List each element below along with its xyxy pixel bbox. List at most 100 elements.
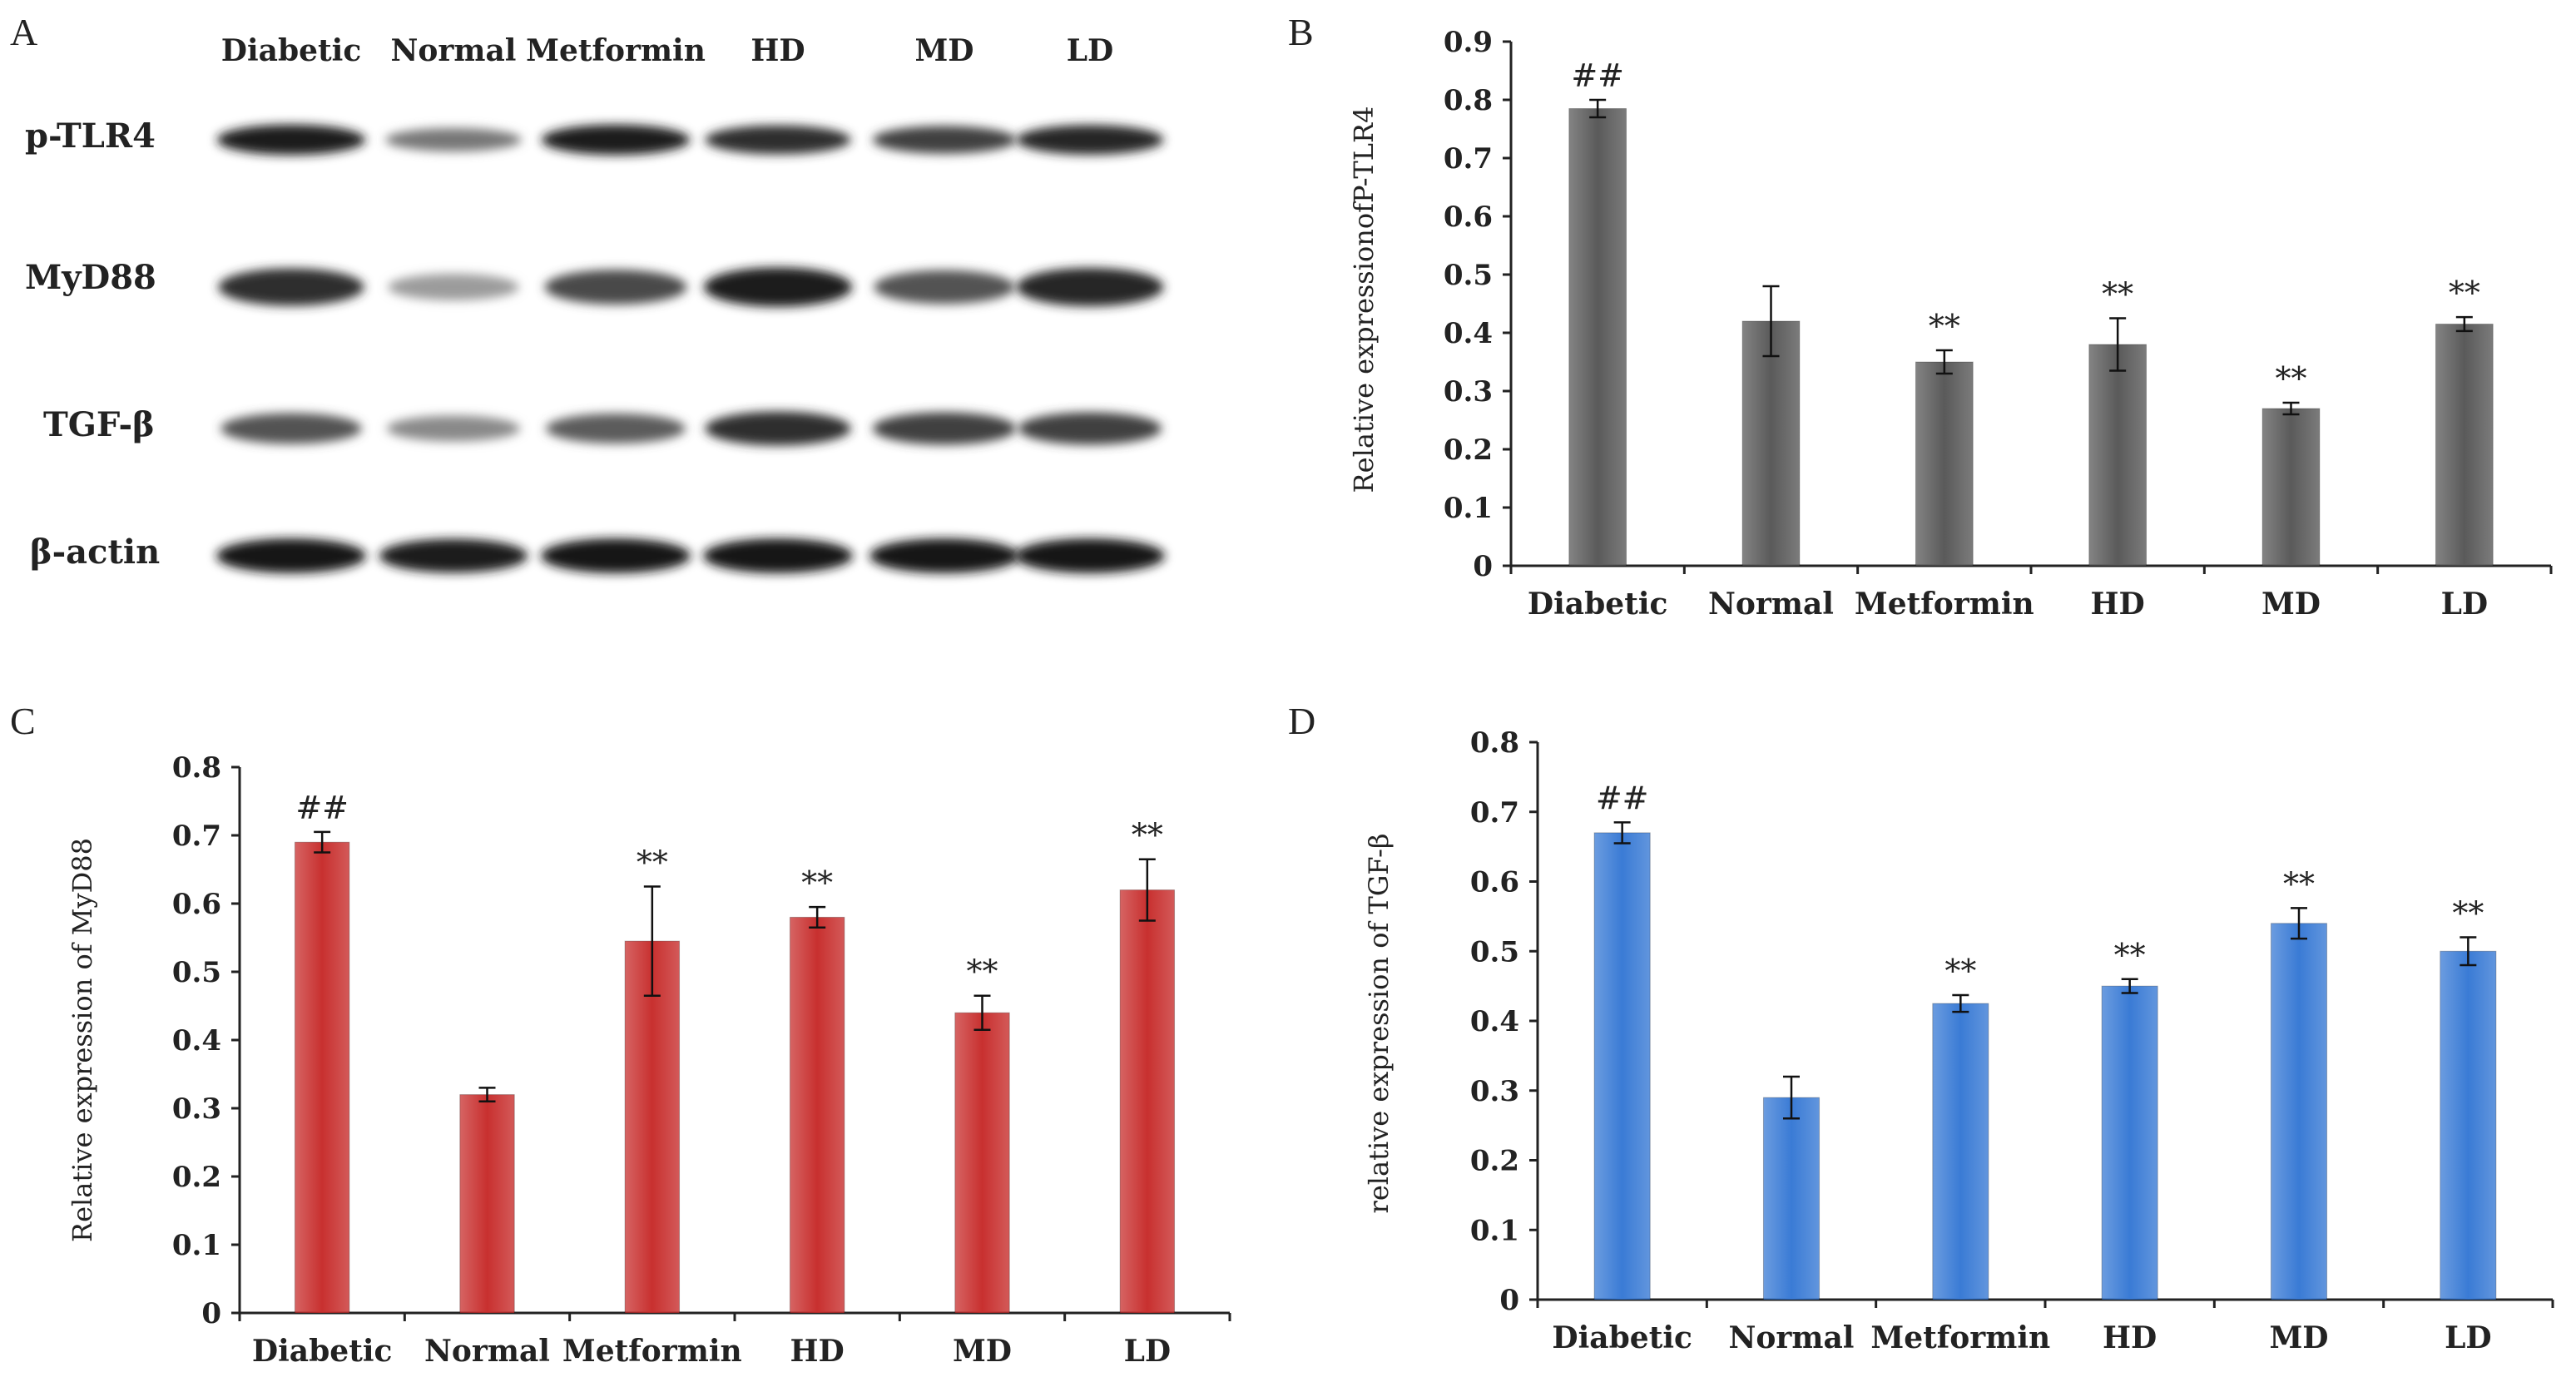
- blot-band: [874, 270, 1015, 305]
- blot-band: [703, 267, 853, 307]
- blot-band: [872, 412, 1017, 445]
- bar: [1568, 108, 1627, 567]
- bar: [2435, 324, 2494, 567]
- blot-lane-label: Normal: [390, 33, 517, 68]
- y-tick-label: 0.6: [1470, 866, 1519, 899]
- x-tick-label: LD: [2441, 587, 2489, 622]
- blot-row-label: p-TLR4: [25, 116, 156, 156]
- significance-label: **: [2449, 275, 2480, 311]
- significance-label: ##: [1571, 57, 1624, 94]
- blot-lane-label: MD: [914, 33, 974, 68]
- x-tick-label: LD: [1124, 1334, 1172, 1369]
- y-axis-label: Relative expression of MyD88: [67, 838, 98, 1242]
- chart-d-tgf-beta: 0 0.1 0.2 0.3 0.4 0.5 0.6 0.7 0.8 ## Diabetic Norma…: [1363, 726, 2554, 1355]
- bar: [1762, 1097, 1821, 1300]
- blot-band: [869, 538, 1019, 573]
- x-tick-label: MD: [2261, 587, 2321, 622]
- y-tick-label: 0.6: [172, 888, 221, 921]
- bar: [2440, 950, 2497, 1300]
- significance-label: **: [2114, 937, 2146, 973]
- significance-label: **: [1929, 308, 1960, 344]
- y-tick-label: 0: [1499, 1284, 1519, 1317]
- significance-label: **: [967, 954, 998, 990]
- bar: [624, 940, 681, 1314]
- x-tick-label: MD: [953, 1334, 1012, 1369]
- blot-band: [1018, 412, 1162, 445]
- significance-label: **: [2452, 895, 2484, 932]
- y-tick-label: 0.2: [1470, 1145, 1519, 1178]
- blot-band: [216, 538, 366, 573]
- blot-band: [541, 124, 691, 156]
- y-tick-label: 0.7: [1470, 796, 1519, 830]
- significance-label: **: [2102, 276, 2133, 313]
- blot-band: [385, 127, 522, 152]
- y-axis-label: relative expression of TGF-β: [1363, 834, 1395, 1214]
- blot-band: [703, 538, 853, 573]
- blot-row-label: β-actin: [30, 532, 161, 572]
- y-tick-label: 0.8: [1470, 726, 1519, 760]
- x-tick-label: Diabetic: [1552, 1320, 1692, 1355]
- x-tick-label: HD: [790, 1334, 845, 1369]
- blot-lane-label: LD: [1066, 33, 1114, 68]
- x-tick-label: HD: [2103, 1320, 2157, 1355]
- y-tick-label: 0.2: [172, 1161, 221, 1194]
- blot-band: [216, 124, 366, 156]
- x-tick-label: Normal: [424, 1334, 550, 1369]
- blot-band: [544, 270, 687, 305]
- significance-label: **: [801, 864, 833, 901]
- blot-band: [379, 538, 528, 573]
- blot-lane-label: Metformin: [526, 33, 706, 68]
- significance-label: ##: [1596, 780, 1649, 816]
- blot-band: [388, 274, 519, 300]
- y-axis-label: Relative expressionofP-TLR4: [1348, 106, 1380, 493]
- panel-letter-d: D: [1288, 700, 1316, 742]
- x-tick-label: Diabetic: [252, 1334, 393, 1369]
- panel-letter-b: B: [1288, 11, 1314, 53]
- y-tick-label: 0.3: [1444, 375, 1493, 409]
- y-tick-label: 0.1: [1470, 1214, 1519, 1247]
- y-tick-label: 0.3: [1470, 1075, 1519, 1108]
- blot-band: [705, 125, 851, 155]
- significance-label: ##: [295, 790, 349, 826]
- panel-letter-c: C: [10, 700, 36, 742]
- bar: [2270, 923, 2328, 1300]
- blot-bands: [216, 124, 1165, 573]
- blot-row-label: TGF-β: [43, 405, 155, 444]
- blot-lane-label: Diabetic: [220, 33, 362, 68]
- blot-band: [546, 414, 686, 443]
- bar: [1593, 832, 1651, 1300]
- blot-band: [1016, 125, 1164, 155]
- blot-band: [1016, 267, 1164, 307]
- x-tick-label: Normal: [1729, 1320, 1855, 1355]
- x-tick-label: HD: [2091, 587, 2145, 622]
- bar: [1741, 320, 1801, 567]
- chart-c-myd88: 0 0.1 0.2 0.3 0.4 0.5 0.6 0.7 0.8 ## Diabetic Norma…: [67, 751, 1231, 1369]
- bar: [2261, 408, 2321, 567]
- y-tick-label: 0.6: [1444, 201, 1493, 234]
- y-tick-label: 0.4: [1444, 317, 1493, 350]
- x-tick-label: Metformin: [562, 1334, 742, 1369]
- significance-label: **: [1944, 953, 1976, 989]
- blot-band: [541, 538, 691, 573]
- y-tick-label: 0.5: [1444, 259, 1493, 292]
- bar: [2101, 985, 2158, 1300]
- blot-band: [220, 413, 362, 444]
- blot-band: [872, 126, 1017, 154]
- significance-label: **: [2283, 865, 2315, 902]
- x-tick-label: Metformin: [1870, 1320, 2050, 1355]
- blot-band: [218, 268, 364, 306]
- y-tick-label: 0.4: [1470, 1005, 1519, 1038]
- y-tick-label: 0.7: [172, 820, 221, 853]
- significance-label: **: [2276, 360, 2307, 397]
- blot-band: [1015, 538, 1165, 573]
- bar: [294, 841, 350, 1314]
- bar: [954, 1012, 1010, 1314]
- blot-row-label: MyD88: [25, 258, 156, 297]
- significance-label: **: [1132, 817, 1163, 854]
- y-tick-label: 0.1: [172, 1229, 221, 1262]
- x-tick-label: LD: [2445, 1320, 2492, 1355]
- chart-b-p-tlr4: 0 0.1 0.2 0.3 0.4 0.5 0.6 0.7 0.8 0.9 ## Diabetic No…: [1348, 26, 2553, 622]
- y-tick-label: 0.5: [1470, 935, 1519, 968]
- x-tick-label: Diabetic: [1528, 587, 1668, 622]
- y-tick-label: 0.7: [1444, 142, 1493, 176]
